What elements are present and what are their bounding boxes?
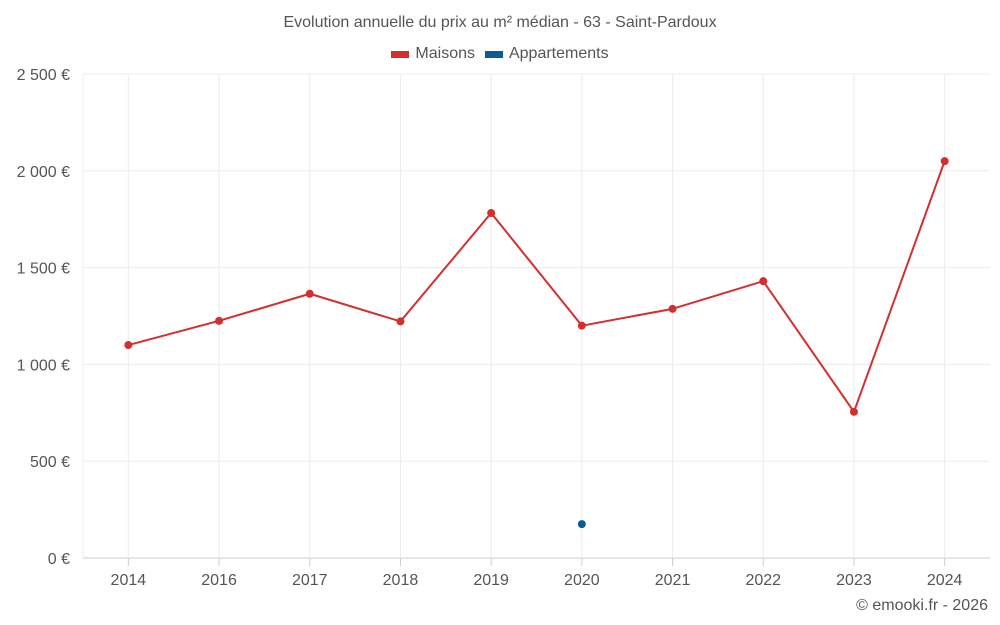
x-tick-label: 2016 [201, 572, 237, 589]
y-tick-label: 1 500 € [17, 261, 70, 278]
data-point-maisons [124, 341, 133, 350]
x-tick-label: 2019 [473, 572, 509, 589]
x-tick-label: 2021 [655, 572, 691, 589]
data-point-maisons [305, 289, 314, 298]
data-point-maisons [940, 157, 949, 166]
x-tick-label: 2023 [836, 572, 872, 589]
chart-legend: Maisons Appartements [0, 45, 1000, 63]
x-tick-label: 2020 [564, 572, 600, 589]
legend-item-appartements[interactable]: Appartements [484, 45, 609, 63]
data-point-maisons [577, 321, 586, 330]
data-point-appartementes [577, 520, 586, 529]
legend-swatch-maisons [391, 50, 410, 58]
x-tick-label: 2017 [292, 572, 328, 589]
x-tick-label: 2018 [383, 572, 419, 589]
y-tick-label: 2 000 € [17, 164, 70, 181]
y-tick-label: 2 500 € [17, 67, 70, 84]
legend-swatch-appartements [484, 50, 503, 58]
x-tick-label: 2014 [111, 572, 147, 589]
legend-item-maisons[interactable]: Maisons [391, 45, 475, 63]
legend-label-appartements: Appartements [508, 45, 609, 62]
credit-text: © emooki.fr - 2026 [856, 597, 988, 614]
x-tick-label: 2024 [927, 572, 963, 589]
data-point-maisons [759, 277, 768, 286]
y-tick-label: 1 000 € [17, 357, 70, 374]
data-point-maisons [396, 317, 405, 326]
data-point-maisons [668, 304, 677, 313]
chart-title: Evolution annuelle du prix au m² médian … [283, 14, 717, 31]
legend-label-maisons: Maisons [415, 45, 475, 62]
y-tick-label: 0 € [48, 551, 70, 568]
data-point-maisons [487, 209, 496, 218]
y-tick-label: 500 € [30, 454, 70, 471]
series-line-maisons [128, 160, 946, 413]
x-tick-label: 2022 [745, 572, 781, 589]
data-point-maisons [849, 407, 858, 416]
data-point-maisons [215, 316, 224, 325]
